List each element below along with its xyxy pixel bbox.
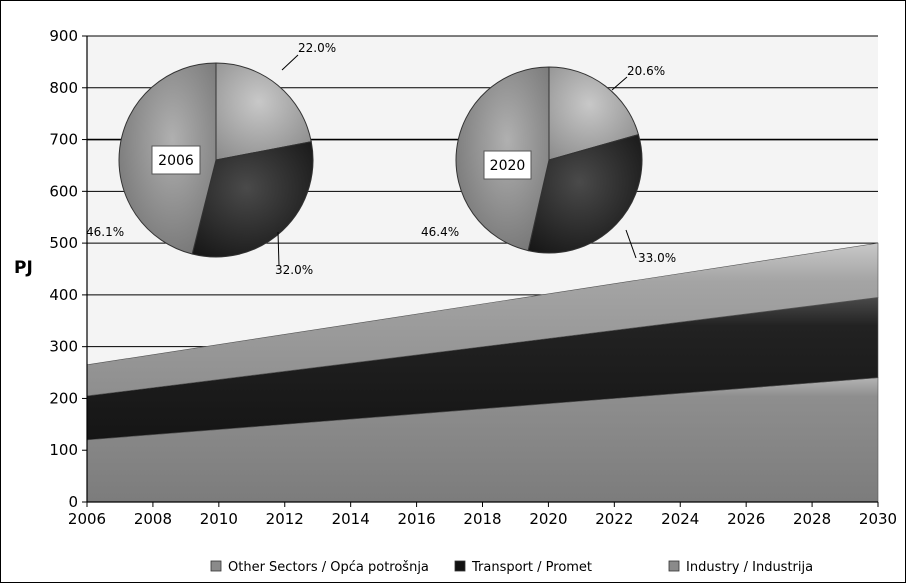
x-tick-label: 2024 <box>661 510 699 528</box>
legend-label: Transport / Promet <box>471 560 592 575</box>
legend-swatch <box>668 560 680 572</box>
y-tick-label: 500 <box>49 234 78 252</box>
pie-2020-year-label: 2020 <box>490 158 526 174</box>
pie-2006-year-label: 2006 <box>158 153 194 169</box>
x-tick-label: 2006 <box>68 510 106 528</box>
pie-2006-slice <box>191 141 314 258</box>
pie-2020-slice-label: 20.6% <box>627 64 665 78</box>
x-tick-label: 2008 <box>134 510 172 528</box>
pie-2020-slice <box>548 66 640 161</box>
y-tick-label: 900 <box>49 27 78 45</box>
y-tick-label: 200 <box>49 389 78 407</box>
y-tick-label: 400 <box>49 286 78 304</box>
y-axis-label: PJ <box>14 258 33 278</box>
x-tick-label: 2022 <box>595 510 633 528</box>
legend-swatch <box>210 560 222 572</box>
y-tick-label: 700 <box>49 131 78 149</box>
pie-2006-year-box <box>151 145 201 175</box>
x-tick-label: 2016 <box>397 510 435 528</box>
pie-2006-slice-label: 46.1% <box>86 225 124 239</box>
pie-2006-leader-line <box>281 54 299 71</box>
pie-2020-slice-label: 33.0% <box>638 251 676 265</box>
pie-2020-leader-line <box>625 229 637 259</box>
x-tick-label: 2026 <box>727 510 765 528</box>
x-tick-label: 2018 <box>463 510 501 528</box>
x-tick-label: 2010 <box>200 510 238 528</box>
y-tick-label: 300 <box>49 338 78 356</box>
pie-2006-slice <box>215 62 312 161</box>
y-tick-label: 600 <box>49 182 78 200</box>
y-tick-label: 0 <box>68 493 78 511</box>
pie-2006-slice-label: 32.0% <box>275 263 313 277</box>
x-tick-label: 2028 <box>793 510 831 528</box>
x-tick-label: 2012 <box>266 510 304 528</box>
pie-2020-slice <box>527 133 643 254</box>
legend-swatch <box>454 560 466 572</box>
pie-2006-slice-label: 22.0% <box>298 41 336 55</box>
x-tick-label: 2014 <box>332 510 370 528</box>
pie-2020-slice-label: 46.4% <box>421 225 459 239</box>
y-tick-label: 100 <box>49 441 78 459</box>
x-tick-label: 2020 <box>529 510 567 528</box>
y-tick-label: 800 <box>49 79 78 97</box>
x-tick-label: 2030 <box>859 510 897 528</box>
pie-2020-leader-line <box>611 76 628 91</box>
pie-2006-leader-line <box>277 231 280 267</box>
legend-label: Industry / Industrija <box>686 560 813 575</box>
pie-2020-year-box <box>483 150 532 180</box>
legend-label: Other Sectors / Opća potrošnja <box>228 560 429 575</box>
